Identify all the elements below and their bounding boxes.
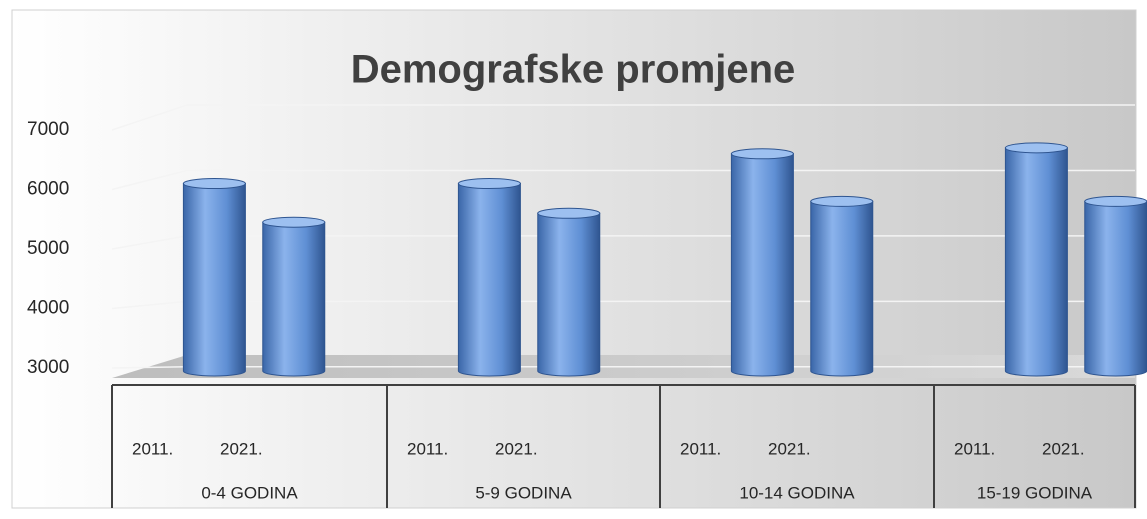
series-label: 2021. [768, 439, 811, 458]
grid-line [111, 104, 1135, 131]
bar-top [537, 207, 601, 219]
bar-top [1004, 142, 1068, 154]
bar [537, 212, 601, 377]
series-label: 2021. [495, 439, 538, 458]
series-label: 2011. [132, 439, 173, 458]
y-tick-label: 5000 [27, 238, 69, 259]
bar-top [457, 178, 521, 190]
series-label: 2011. [680, 439, 721, 458]
y-tick-label: 7000 [27, 119, 69, 140]
bar [182, 183, 246, 377]
bar-top [262, 216, 326, 228]
x-tick-label: 0-4 GODINA [201, 483, 298, 502]
y-tick-label: 3000 [27, 357, 69, 378]
y-tick-label: 4000 [27, 298, 69, 319]
x-tick-label: 10-14 GODINA [739, 483, 855, 502]
bar [457, 183, 521, 377]
series-label: 2021. [1042, 439, 1085, 458]
x-tick-label: 5-9 GODINA [475, 483, 572, 502]
bar [262, 221, 326, 377]
y-tick-label: 6000 [27, 179, 69, 200]
bar [1004, 147, 1068, 377]
bar-top [1084, 195, 1147, 207]
bar [730, 153, 794, 377]
chart-title: Demografske promjene [351, 48, 796, 92]
bar-top [810, 195, 874, 207]
series-label: 2021. [220, 439, 263, 458]
series-label: 2011. [954, 439, 995, 458]
series-label: 2011. [407, 439, 448, 458]
grid-line [111, 169, 1135, 191]
x-tick-label: 15-19 GODINA [977, 483, 1093, 502]
bar [1084, 200, 1147, 377]
bar-top [730, 148, 794, 160]
bar-top [182, 178, 246, 190]
bar [810, 200, 874, 377]
